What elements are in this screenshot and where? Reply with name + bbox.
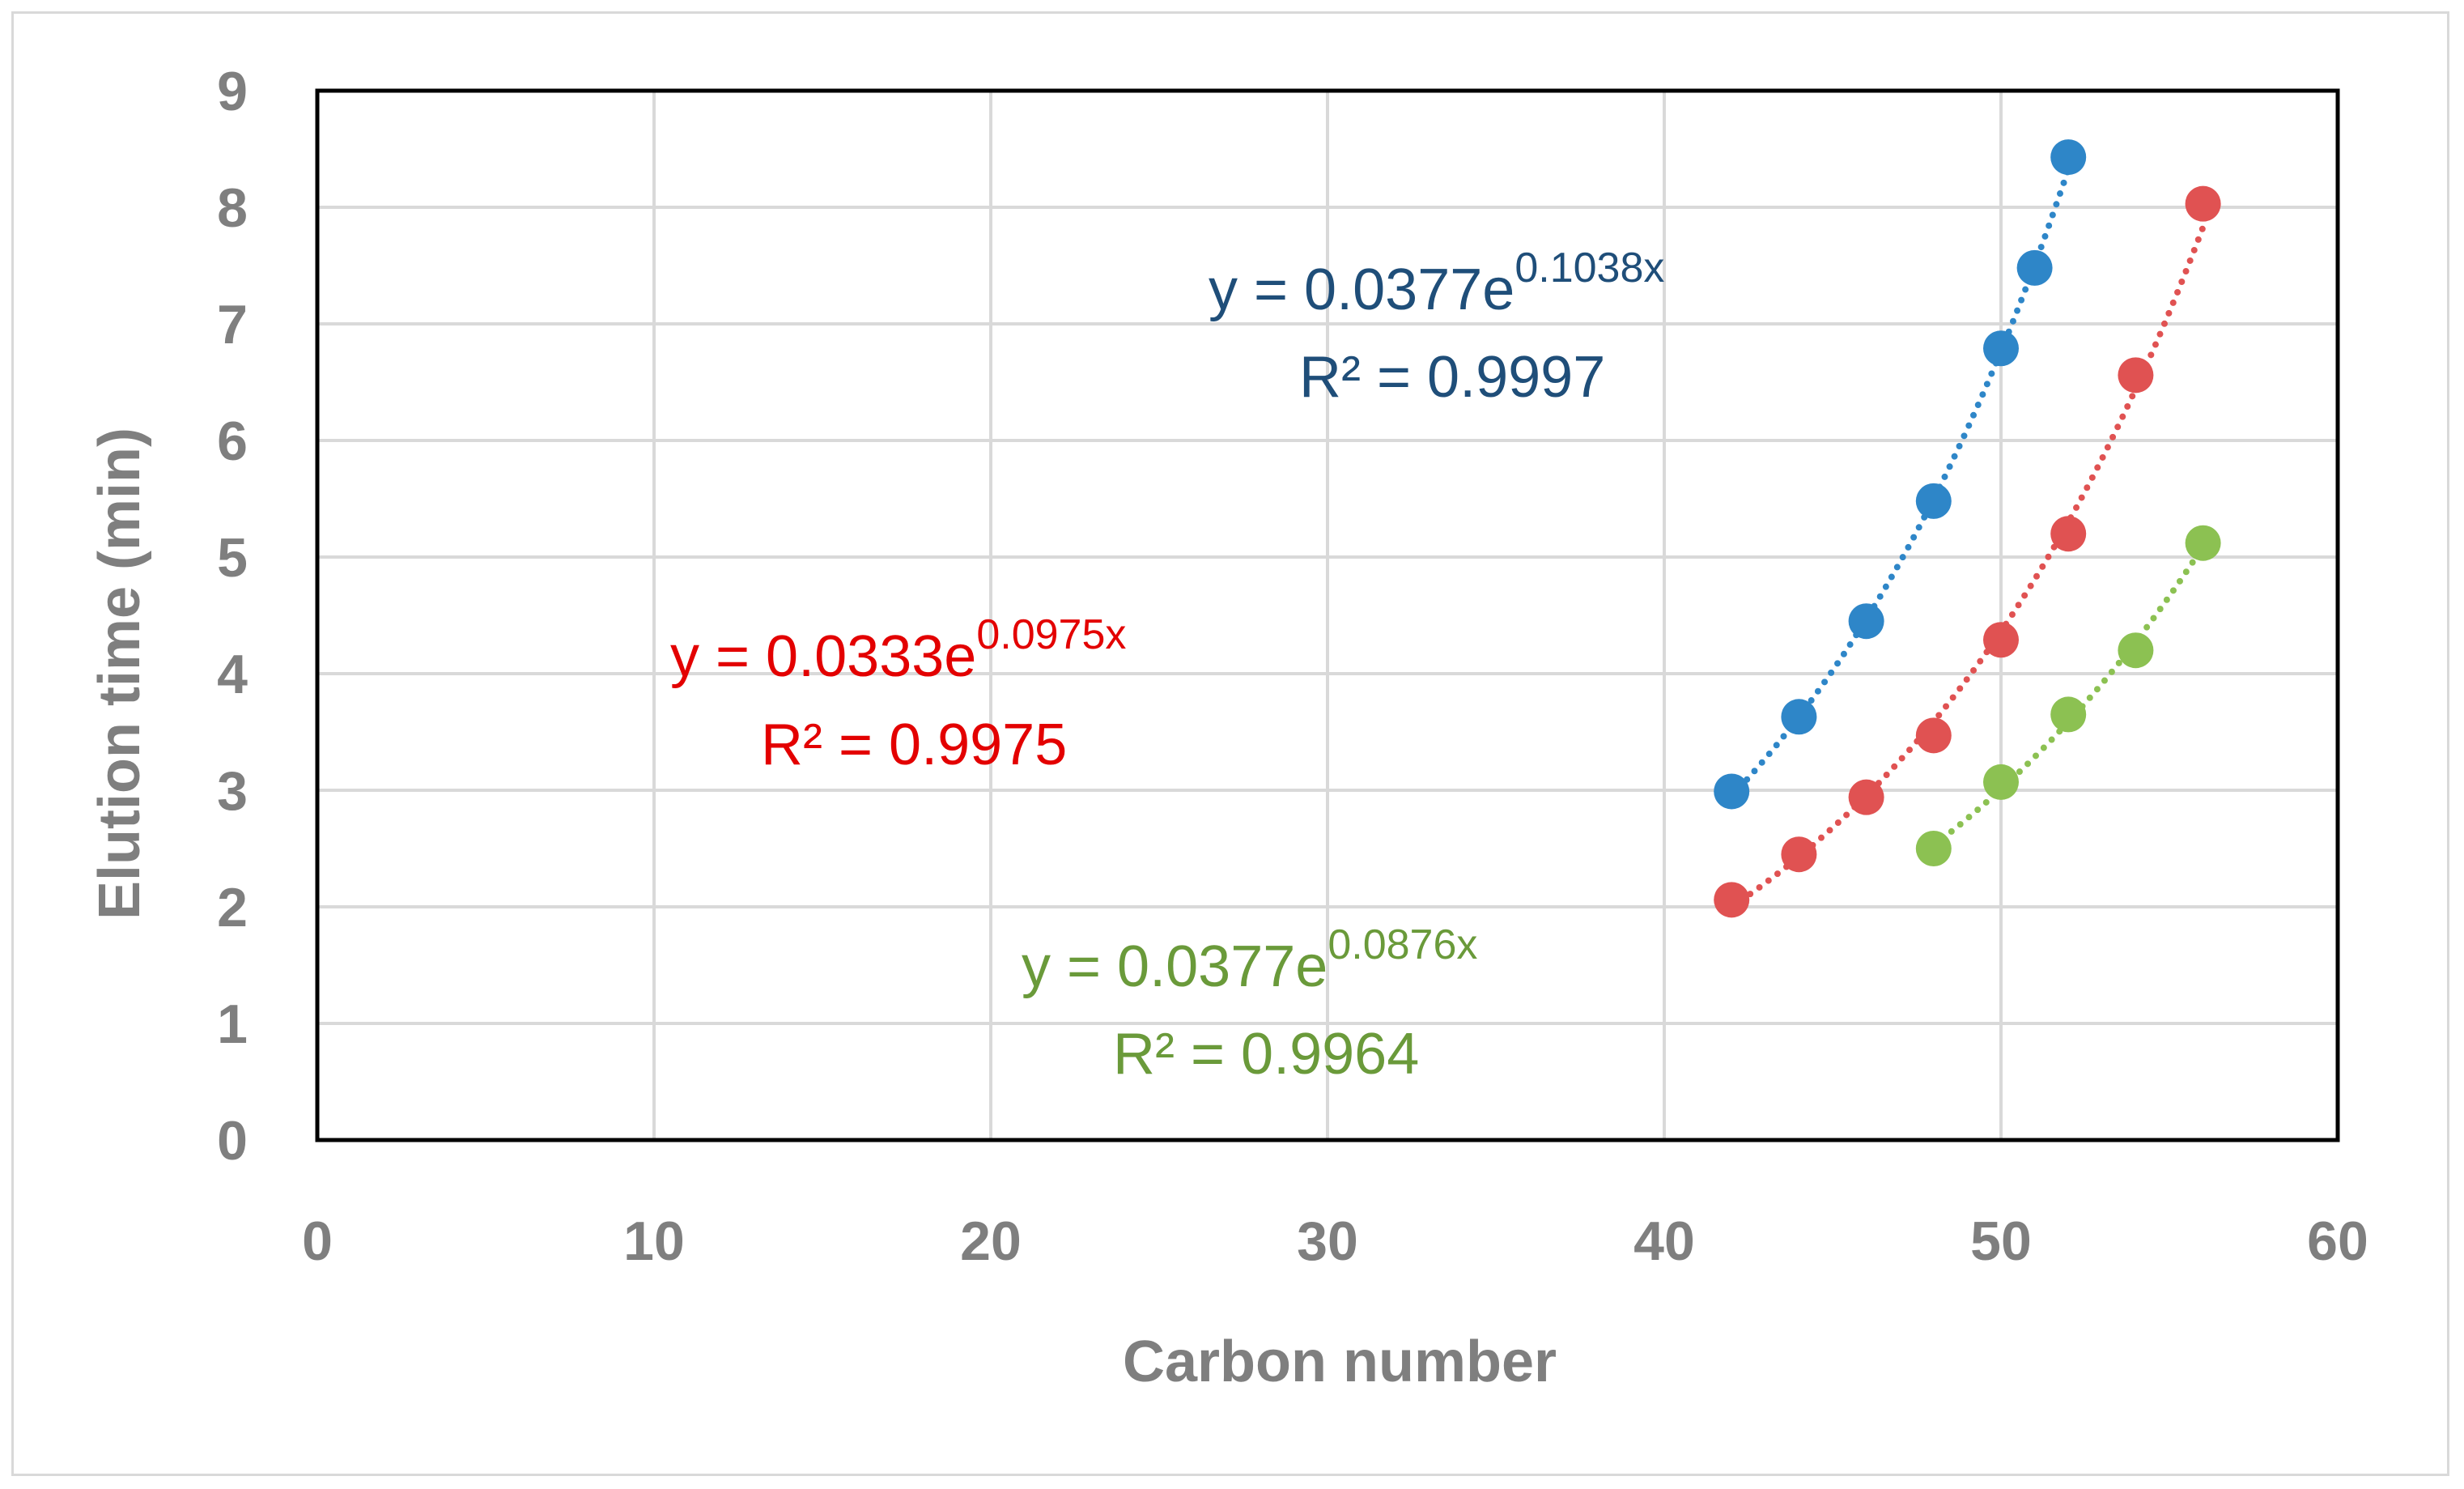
data-point-blue (1781, 699, 1817, 735)
data-point-green (1915, 831, 1952, 866)
equation-label-green: y = 0.0377e0.0876x R² = 0.9964 (1022, 921, 1477, 1087)
trendline-blue (1728, 165, 2072, 800)
y-tick-label: 3 (217, 760, 248, 822)
x-tick-label: 50 (1970, 1210, 2032, 1272)
data-point-red (1714, 882, 1750, 918)
x-tick-label: 10 (623, 1210, 685, 1272)
data-point-green (2185, 525, 2221, 561)
x-tick-label: 30 (1297, 1210, 1358, 1272)
equation-green: y = 0.0377e0.0876x (1022, 921, 1477, 999)
plot-area-border (315, 88, 2340, 1142)
y-tick-label: 8 (217, 177, 248, 239)
data-point-red (2050, 516, 2087, 552)
data-point-green (2118, 632, 2154, 669)
data-point-blue (1983, 330, 2019, 367)
y-tick-label: 9 (217, 61, 248, 122)
r-squared-green: R² = 0.9964 (1113, 1022, 1419, 1087)
data-point-blue (2016, 249, 2053, 286)
y-axis-ticks: 0 1 2 3 4 5 6 7 8 9 (217, 61, 248, 1172)
data-point-red (2118, 357, 2154, 394)
x-axis-ticks: 0 10 20 30 40 50 60 (302, 1210, 2368, 1272)
x-tick-label: 40 (1633, 1210, 1695, 1272)
y-tick-label: 6 (217, 411, 248, 472)
grid-lines (317, 91, 2338, 1140)
data-point-green (2050, 696, 2087, 733)
data-points (1714, 139, 2221, 918)
data-point-blue (2050, 139, 2087, 176)
y-tick-label: 0 (217, 1110, 248, 1172)
x-tick-label: 20 (960, 1210, 1022, 1272)
r-squared-red: R² = 0.9975 (761, 713, 1067, 777)
equation-red: y = 0.0333e0.0975x (670, 611, 1126, 689)
equation-label-blue: y = 0.0377e0.1038x R² = 0.9997 (1209, 245, 1664, 410)
x-tick-label: 60 (2307, 1210, 2368, 1272)
data-point-red (1781, 836, 1817, 873)
data-point-blue (1915, 483, 1952, 519)
y-tick-label: 1 (217, 993, 248, 1055)
trendlines (1728, 165, 2207, 911)
data-point-blue (1714, 773, 1750, 810)
data-point-red (1848, 779, 1884, 815)
trendline-green (1930, 542, 2207, 849)
data-point-red (1983, 622, 2019, 658)
y-tick-label: 7 (217, 294, 248, 355)
equation-blue: y = 0.0377e0.1038x (1209, 245, 1664, 322)
x-tick-label: 0 (302, 1210, 333, 1272)
y-tick-label: 5 (217, 527, 248, 589)
data-point-red (1915, 717, 1952, 754)
y-axis-title: Elution time (min) (87, 428, 152, 920)
y-tick-label: 4 (217, 644, 248, 705)
data-point-green (1983, 764, 2019, 800)
data-point-blue (1848, 603, 1884, 640)
trendline-red (1728, 223, 2207, 911)
data-point-red (2185, 185, 2221, 222)
y-tick-label: 2 (217, 877, 248, 938)
r-squared-blue: R² = 0.9997 (1299, 345, 1605, 410)
x-axis-title: Carbon number (1123, 1329, 1557, 1394)
equation-label-red: y = 0.0333e0.0975x R² = 0.9975 (670, 611, 1126, 777)
